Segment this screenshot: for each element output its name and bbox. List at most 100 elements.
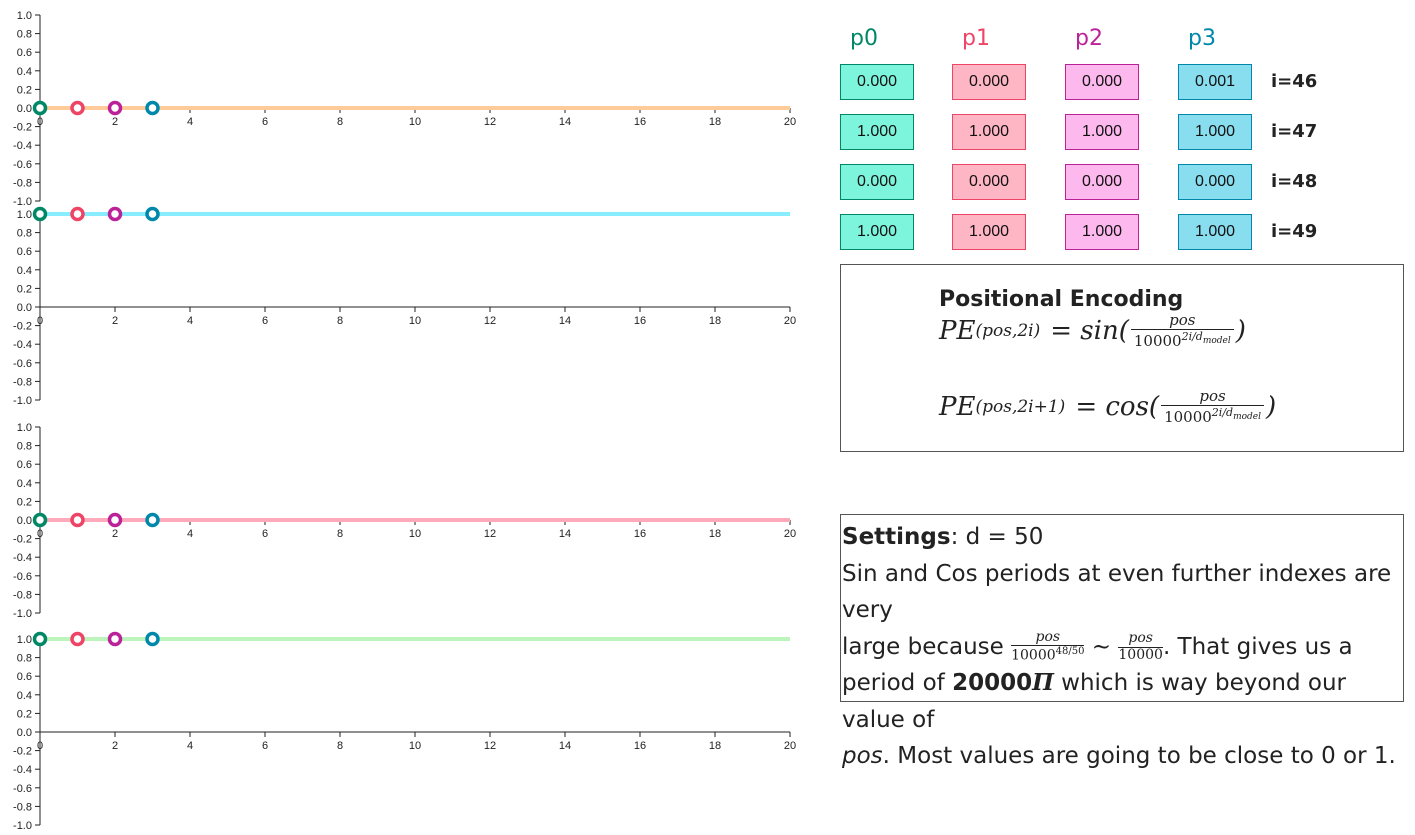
cell-r0-p3: 0.001 bbox=[1178, 64, 1252, 100]
x-tick-label-0-1: 2 bbox=[112, 116, 118, 128]
settings-period-value: 20000 bbox=[952, 670, 1033, 696]
x-tick-label-3-9: 18 bbox=[709, 740, 721, 752]
charts-area: 1.0 0.8 0.6 0.4 0.2 0.0 -0.2 -0.4 -0.6 -0.8 -1.0 0 2… bbox=[13, 10, 796, 832]
point-p2-chart1 bbox=[107, 206, 123, 222]
x-tick-label-0-7: 14 bbox=[559, 116, 571, 128]
y-tick-label-2-0: 1.0 bbox=[17, 422, 32, 434]
settings-label: Settings bbox=[842, 524, 951, 550]
formula-sin-lhs: PE bbox=[939, 316, 976, 347]
formula-sin-num: pos bbox=[1169, 311, 1196, 329]
x-tick-label-2-7: 14 bbox=[559, 528, 571, 540]
settings-frac1-den: 10000 bbox=[1011, 647, 1056, 664]
y-tick-label-1-8: -0.6 bbox=[13, 358, 32, 370]
cell-r2-p1: 0.000 bbox=[952, 164, 1026, 200]
y-tick-label-1-5: 0.0 bbox=[17, 302, 32, 314]
x-tick-label-0-10: 20 bbox=[784, 116, 796, 128]
point-p0-chart1 bbox=[32, 206, 48, 222]
settings-line-4: period of 20000Π which is way beyond our… bbox=[842, 665, 1401, 738]
x-tick-label-2-0: 0 bbox=[37, 528, 43, 540]
settings-frac2-num: pos bbox=[1128, 630, 1153, 647]
x-tick-label-1-8: 16 bbox=[634, 315, 646, 327]
formula-sin-exp: 2i/d bbox=[1181, 329, 1203, 343]
x-tick-label-3-0: 0 bbox=[37, 740, 43, 752]
formula-sin-close: ) bbox=[1235, 316, 1246, 347]
formula-sin-sub: (pos,2i) bbox=[975, 321, 1041, 342]
formula-cos-den: 10000 bbox=[1164, 407, 1212, 426]
y-tick-label-1-10: -1.0 bbox=[13, 395, 32, 407]
point-p2-chart0 bbox=[107, 100, 123, 116]
settings-line-2: Sin and Cos periods at even further inde… bbox=[842, 560, 1392, 624]
y-tick-label-1-1: 0.8 bbox=[17, 228, 32, 240]
row-label-0: i=46 bbox=[1271, 71, 1318, 92]
x-tick-label-2-1: 2 bbox=[112, 528, 118, 540]
x-tick-label-1-7: 14 bbox=[559, 315, 571, 327]
y-tick-label-2-6: -0.2 bbox=[13, 534, 32, 546]
x-tick-label-1-10: 20 bbox=[784, 315, 796, 327]
row-label-2: i=48 bbox=[1271, 171, 1318, 192]
x-tick-label-3-2: 4 bbox=[187, 740, 193, 752]
x-tick-label-1-5: 10 bbox=[409, 315, 421, 327]
y-tick-label-3-7: -0.4 bbox=[13, 764, 32, 776]
x-tick-label-3-5: 10 bbox=[409, 740, 421, 752]
cell-r3-p0: 1.000 bbox=[840, 214, 914, 250]
x-tick-label-2-2: 4 bbox=[187, 528, 193, 540]
formula-cos-exp: 2i/d bbox=[1211, 405, 1234, 419]
x-tick-label-3-4: 8 bbox=[337, 740, 343, 752]
formula-cos-fraction: pos 100002i/dmodel bbox=[1161, 387, 1264, 426]
pe-title: Positional Encoding bbox=[939, 287, 1184, 312]
y-tick-label-3-6: -0.2 bbox=[13, 746, 32, 758]
y-tick-label-1-9: -0.8 bbox=[13, 376, 32, 388]
settings-box: Settings: d = 50 Sin and Cos periods at … bbox=[840, 514, 1404, 769]
x-tick-label-1-0: 0 bbox=[37, 315, 43, 327]
y-tick-label-0-5: 0.0 bbox=[17, 103, 32, 115]
y-tick-label-0-6: -0.2 bbox=[13, 122, 32, 134]
x-tick-label-3-8: 16 bbox=[634, 740, 646, 752]
x-tick-label-0-9: 18 bbox=[709, 116, 721, 128]
x-tick-label-0-8: 16 bbox=[634, 116, 646, 128]
y-tick-label-2-9: -0.8 bbox=[13, 589, 32, 601]
point-p1-chart2 bbox=[70, 512, 85, 528]
settings-sim: ∼ bbox=[1084, 633, 1119, 660]
cell-r0-p2: 0.000 bbox=[1065, 64, 1139, 100]
settings-frac2-den: 10000 bbox=[1118, 646, 1163, 663]
point-p0-chart3 bbox=[32, 631, 48, 647]
settings-text-large-because: large because bbox=[842, 633, 1012, 660]
cell-r0-p0: 0.000 bbox=[840, 64, 914, 100]
x-tick-label-1-4: 8 bbox=[337, 315, 343, 327]
formula-sin-fn: = sin( bbox=[1050, 316, 1129, 347]
formula-cos-exp-sub: model bbox=[1233, 411, 1261, 422]
settings-text-close-values: . Most values are going to be close to 0… bbox=[882, 743, 1396, 769]
point-p3-chart1 bbox=[145, 206, 160, 222]
x-tick-label-0-5: 10 bbox=[409, 116, 421, 128]
x-tick-label-2-9: 18 bbox=[709, 528, 721, 540]
settings-pos: pos bbox=[842, 743, 883, 769]
cell-r1-p0: 1.000 bbox=[840, 114, 914, 150]
y-tick-label-3-8: -0.6 bbox=[13, 783, 32, 795]
formula-cos-num: pos bbox=[1199, 387, 1226, 405]
point-p3-chart0 bbox=[145, 100, 160, 116]
y-tick-label-2-5: 0.0 bbox=[17, 515, 32, 527]
point-p0-chart2 bbox=[32, 512, 48, 528]
y-tick-label-3-0: 1.0 bbox=[17, 634, 32, 646]
formula-cos-lhs: PE bbox=[939, 392, 976, 423]
cell-r2-p2: 0.000 bbox=[1065, 164, 1139, 200]
settings-frac1-num: pos bbox=[1035, 628, 1061, 645]
x-tick-label-3-7: 14 bbox=[559, 740, 571, 752]
x-tick-label-0-4: 8 bbox=[337, 116, 343, 128]
y-tick-label-0-9: -0.8 bbox=[13, 177, 32, 189]
x-tick-label-1-6: 12 bbox=[484, 315, 496, 327]
formula-sin-exp-sub: model bbox=[1202, 335, 1231, 346]
settings-frac1-exp: 48/50 bbox=[1055, 646, 1085, 658]
y-tick-label-1-3: 0.4 bbox=[17, 265, 32, 277]
y-tick-label-0-4: 0.2 bbox=[17, 84, 32, 96]
x-tick-label-3-1: 2 bbox=[112, 740, 118, 752]
x-tick-label-2-10: 20 bbox=[784, 528, 796, 540]
cell-r3-p2: 1.000 bbox=[1065, 214, 1139, 250]
x-tick-label-0-0: 0 bbox=[37, 116, 43, 128]
cell-r1-p1: 1.000 bbox=[952, 114, 1026, 150]
y-tick-label-1-4: 0.2 bbox=[17, 283, 32, 295]
settings-line-1: Settings: d = 50 bbox=[842, 519, 1401, 556]
x-tick-label-3-6: 12 bbox=[484, 740, 496, 752]
formula-sin-fraction: pos 100002i/dmodel bbox=[1130, 311, 1234, 350]
y-tick-label-2-3: 0.4 bbox=[17, 478, 32, 490]
